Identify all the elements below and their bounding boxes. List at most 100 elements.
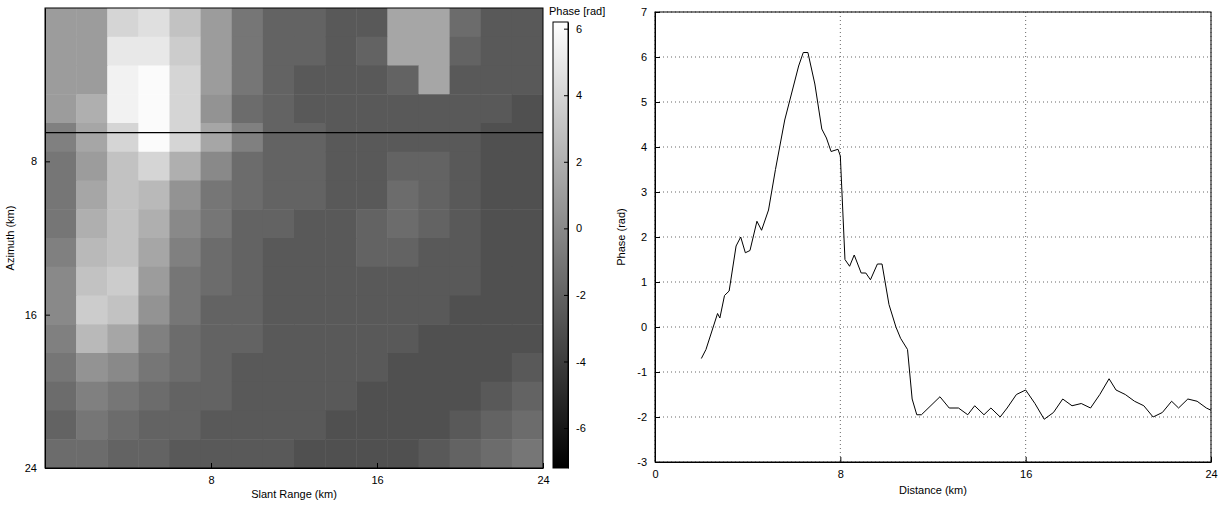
cell [481,123,513,152]
cell [356,181,388,210]
cell [170,296,202,325]
tick-mark [655,237,660,238]
colorbar-title: Phase [rad] [549,5,605,17]
cell [76,296,108,325]
tick-label: 16 [1020,468,1032,480]
cell [325,439,357,468]
cell [512,8,543,37]
cell [450,8,482,37]
cell [419,123,451,152]
tick: -4 [564,356,586,368]
cell [107,238,139,267]
tick: 3 [641,186,660,198]
cell [201,37,233,66]
cell [387,267,419,296]
cell [170,152,202,181]
cell [325,181,357,210]
cell [107,353,139,382]
axis-line [568,23,569,469]
tick-label: 4 [576,89,582,101]
tick-label: 6 [576,23,582,35]
cell [170,123,202,152]
cell [325,66,357,95]
cell [107,123,139,152]
grid-line [655,57,1211,58]
tick: -2 [564,289,586,301]
cell [294,94,326,123]
x-axis: 081624 [652,457,1217,480]
cell [325,411,357,440]
cell [138,324,170,353]
grid-line [655,327,1211,328]
tick-label: 2 [576,156,582,168]
cell [481,66,513,95]
cell [107,382,139,411]
cell [481,8,513,37]
cell [138,382,170,411]
cell [387,439,419,468]
tick-label: 16 [25,309,37,321]
cell [481,238,513,267]
cell [107,94,139,123]
tick: -1 [637,366,660,378]
cell [450,181,482,210]
cell [356,382,388,411]
cell [107,8,139,37]
axis-line [45,9,46,469]
tick: 8 [838,457,844,480]
figure: 8162481624Slant Range (km)Azimuth (km)-6… [0,0,1228,509]
cell [450,238,482,267]
cell [76,152,108,181]
cell [325,238,357,267]
cell [294,181,326,210]
grid-line [1025,12,1026,462]
cell [45,37,77,66]
cell [107,209,139,238]
tick-mark [655,282,660,283]
cell [138,123,170,152]
cell [419,37,451,66]
cell [138,66,170,95]
cell [450,94,482,123]
cell [263,152,295,181]
cell [201,353,233,382]
cell [294,324,326,353]
cell [450,123,482,152]
cell [201,411,233,440]
cell [356,209,388,238]
cell [138,209,170,238]
colorbar-axis: -6-4-20246 [564,23,586,469]
cell [232,37,264,66]
cell [45,382,77,411]
cell [45,267,77,296]
cell [387,123,419,152]
cell [481,353,513,382]
cell [138,411,170,440]
grid-line [655,147,1211,148]
tick: 6 [564,23,582,35]
tick: -6 [564,422,586,434]
cell [232,123,264,152]
tick: 16 [25,309,50,321]
cell [138,152,170,181]
cell [387,324,419,353]
tick: 16 [371,463,383,486]
cell [481,324,513,353]
cell [356,353,388,382]
cell [325,296,357,325]
tick-mark [377,463,378,468]
x-axis: 81624 [46,463,550,486]
cell [107,267,139,296]
tick-label: -1 [637,366,647,378]
cell [512,123,543,152]
cell [107,439,139,468]
cell [263,238,295,267]
tick-label: 2 [641,231,647,243]
grid-line [655,282,1211,283]
cell [107,66,139,95]
cell [45,296,77,325]
cell [387,411,419,440]
cell [138,94,170,123]
cell [356,439,388,468]
cell [76,66,108,95]
